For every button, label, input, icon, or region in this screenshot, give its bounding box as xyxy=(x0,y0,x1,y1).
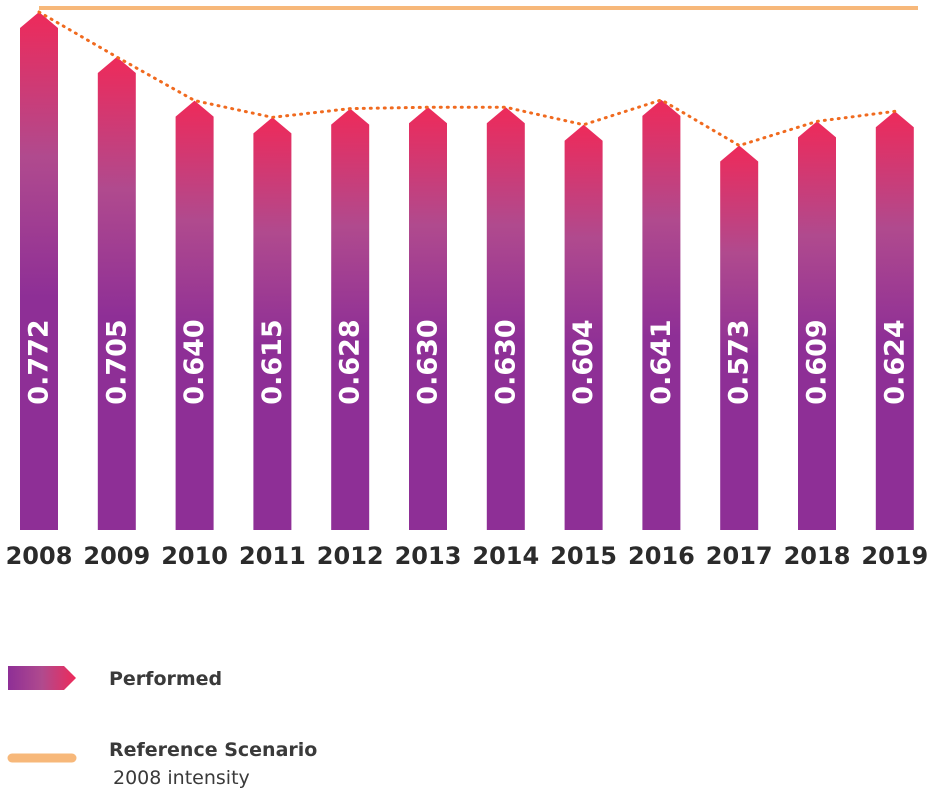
bar-2012 xyxy=(331,108,370,530)
value-label-2008: 0.772 xyxy=(24,319,55,404)
legend-swatch-performed xyxy=(8,666,76,690)
value-label-2012: 0.628 xyxy=(335,319,366,404)
legend-label-performed: Performed xyxy=(109,668,222,690)
value-label-2010: 0.640 xyxy=(179,319,210,404)
bar-2016 xyxy=(642,99,681,531)
value-label-2017: 0.573 xyxy=(724,319,755,404)
x-tick-label-2009: 2009 xyxy=(83,542,150,570)
legend-label-reference: Reference Scenario xyxy=(109,739,317,761)
x-tick-label-2012: 2012 xyxy=(317,542,384,570)
value-labels: 0.772 0.705 0.640 0.615 0.628 0.630 0.630 0.604… xyxy=(24,319,911,404)
value-label-2018: 0.609 xyxy=(802,319,833,404)
x-tick-label-2013: 2013 xyxy=(395,542,462,570)
legend: Performed Reference Scenario 2008 intens… xyxy=(7,666,317,789)
x-tick-label-2019: 2019 xyxy=(861,542,928,570)
bar-2017 xyxy=(720,145,759,530)
x-tick-label-2016: 2016 xyxy=(628,542,695,570)
x-tick-label-2014: 2014 xyxy=(472,542,539,570)
x-tick-label-2008: 2008 xyxy=(6,542,73,570)
bar-2014 xyxy=(486,107,525,531)
bar-2010 xyxy=(175,100,214,530)
bar-2008 xyxy=(20,12,58,530)
x-tick-label-2017: 2017 xyxy=(706,542,773,570)
value-label-2013: 0.630 xyxy=(413,319,444,404)
value-label-2019: 0.624 xyxy=(879,319,910,404)
bar-2011 xyxy=(253,117,292,531)
x-tick-label-2015: 2015 xyxy=(550,542,617,570)
bar-2018 xyxy=(798,121,836,530)
bar-2013 xyxy=(409,107,447,531)
x-axis-labels: 2008 2009 2010 2011 2012 2013 2014 2015 2016 2017… xyxy=(6,542,929,570)
value-label-2011: 0.615 xyxy=(257,319,288,404)
legend-sublabel-reference: 2008 intensity xyxy=(113,767,250,789)
bar-2009 xyxy=(97,56,136,530)
bar-2019 xyxy=(875,111,914,531)
x-tick-label-2011: 2011 xyxy=(239,542,306,570)
x-tick-label-2010: 2010 xyxy=(161,542,228,570)
x-tick-label-2018: 2018 xyxy=(784,542,851,570)
value-label-2015: 0.604 xyxy=(568,319,599,404)
bar-2015 xyxy=(564,124,603,530)
value-label-2016: 0.641 xyxy=(646,319,677,404)
value-label-2009: 0.705 xyxy=(101,319,132,404)
bars xyxy=(20,12,914,531)
value-label-2014: 0.630 xyxy=(490,319,521,404)
trend-line xyxy=(37,10,897,148)
